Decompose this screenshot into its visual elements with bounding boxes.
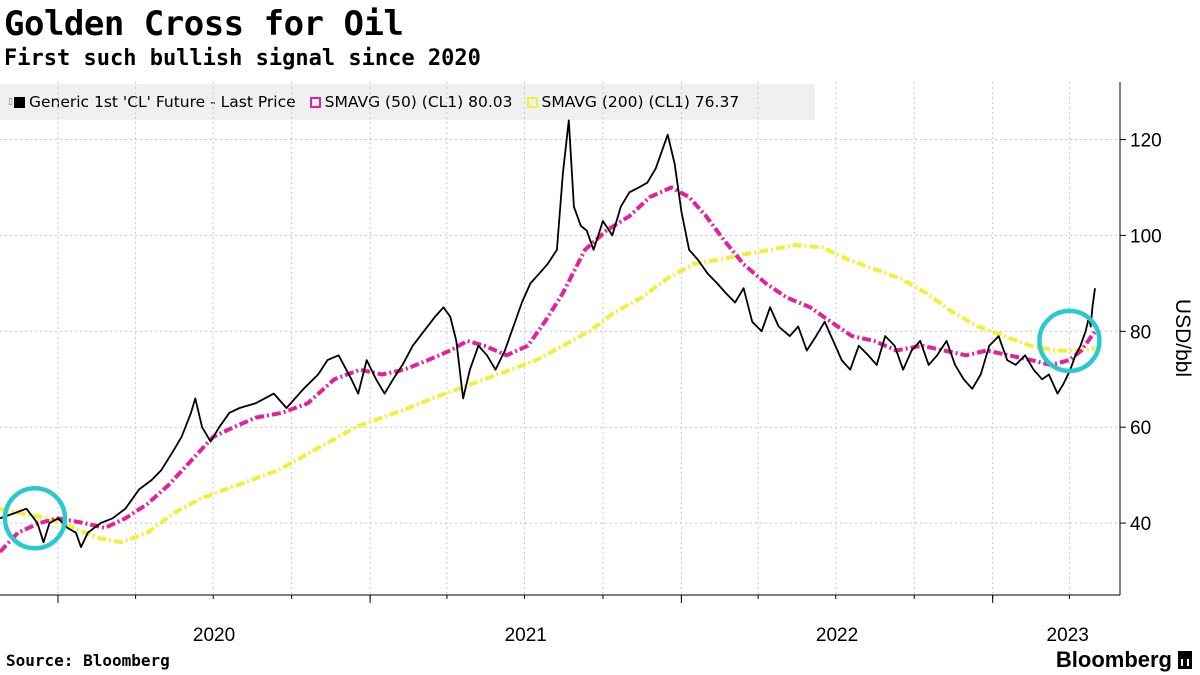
y-tick-label: 120 (1130, 131, 1162, 152)
chart-subtitle: First such bullish signal since 2020 (4, 46, 481, 71)
legend-item-sma200: SMAVG (200) (CL1) 76.37 (526, 93, 740, 111)
legend-label-sma50: SMAVG (50) (CL1) 80.03 (324, 93, 513, 111)
x-tick-label: 2022 (816, 625, 858, 646)
series-line-sma200 (0, 243, 1096, 545)
legend-swatch-sma50 (309, 96, 321, 108)
y-tick-label: 80 (1130, 322, 1151, 343)
chart-title: Golden Cross for Oil (4, 4, 404, 44)
bloomberg-terminal-icon (1178, 651, 1192, 669)
y-tick-label: 60 (1130, 418, 1151, 439)
legend-swatch-price (13, 96, 25, 108)
legend-swatch-sma200 (526, 96, 538, 108)
legend-label-price: Generic 1st 'CL' Future - Last Price (28, 93, 296, 111)
y-tick-label: 40 (1130, 514, 1151, 535)
legend-label-sma200: SMAVG (200) (CL1) 76.37 (541, 93, 740, 111)
x-tick-label: 2023 (1047, 625, 1089, 646)
price-marker-icon: ▯ (8, 97, 13, 107)
series-line-sma50 (0, 185, 1097, 554)
highlight-circle-2019 (2, 486, 68, 551)
legend-item-price: ▯ Generic 1st 'CL' Future - Last Price (8, 93, 296, 111)
x-tick-label: 2021 (505, 625, 547, 646)
y-tick-label: 100 (1130, 226, 1162, 247)
x-tick-label: 2020 (193, 625, 235, 646)
highlight-circle-2023 (1037, 308, 1102, 374)
legend-item-sma50: SMAVG (50) (CL1) 80.03 (309, 93, 513, 111)
brand-name: Bloomberg (1055, 647, 1172, 672)
y-axis-label: USD/bbl (1171, 299, 1194, 377)
bloomberg-logo: Bloomberg (1056, 647, 1192, 673)
source-note: Source: Bloomberg (6, 651, 170, 670)
series-line-price (0, 119, 1096, 548)
